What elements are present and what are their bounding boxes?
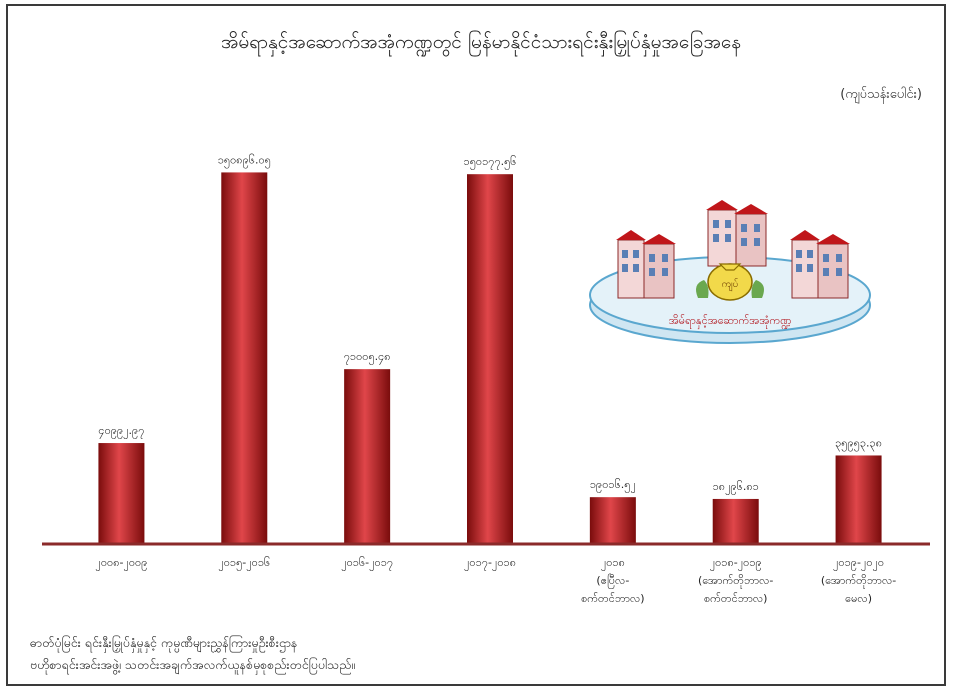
category-label-3-1: ၂၀၁၆-၂၀၁၇ xyxy=(341,556,393,571)
category-label-1-1: ၂၀၀၈-၂၀၀၉ xyxy=(95,556,147,571)
bar-4 xyxy=(467,174,513,545)
value-label-4: ၁၅၀၁၇၇.၅၆ xyxy=(464,155,517,170)
bar-5 xyxy=(589,497,636,544)
category-label-5-1: ၂၀၁၈ xyxy=(601,556,625,571)
category-label-5-3: စက်တင်ဘာလ) xyxy=(581,592,644,605)
value-label-6: ၁၈၂၉၆.၈၁ xyxy=(713,480,759,495)
bar-2 xyxy=(221,172,268,545)
unit-label: (ကျပ်သန်းပေါင်း) xyxy=(840,87,922,102)
value-label-2: ၁၅၀၈၉၆.၀၅ xyxy=(218,153,271,168)
category-label-6-3: စက်တင်ဘာလ) xyxy=(704,592,767,605)
source-note-line-1: ဓာတ်ပုံမြင်း ရင်းနှီးမြှုပ်နှံမှုနှင့် က… xyxy=(30,635,298,650)
source-note: ဓာတ်ပုံမြင်း ရင်းနှီးမြှုပ်နှံမှုနှင့် က… xyxy=(30,632,355,676)
source-note-line-2: ဗဟိုစာရင်းအင်းအဖွဲ့၊ သတင်းအချက်အလက်ယူနစ်… xyxy=(30,657,356,672)
value-label-7: ၃၅၉၅၃.၃၈ xyxy=(835,436,882,451)
buildings-money-bag-icon: ကျပ် အိမ်ရာနှင့်အဆောက်အအုံကဏ္ဍ xyxy=(589,200,871,344)
category-label-7-2: (အောက်တိုဘာလ- xyxy=(821,574,896,589)
category-label-5-2: (ဧပြီလ- xyxy=(596,574,629,589)
illustration-label: အိမ်ရာနှင့်အဆောက်အအုံကဏ္ဍ xyxy=(669,314,792,329)
category-label-2-1: ၂၀၁၅-၂၀၁၆ xyxy=(218,556,270,571)
value-label-1: ၄၀၉၉၂.၉၇ xyxy=(98,424,144,439)
bar-7 xyxy=(835,455,882,544)
chart-title: အိမ်ရာနှင့်အဆောက်အအုံကဏ္ဍတွင် မြန်မာနိုင… xyxy=(220,31,742,53)
category-label-6-1: ၂၀၁၈-၂၀၁၉ xyxy=(710,556,762,571)
bar-1 xyxy=(98,443,145,544)
money-bag-label: ကျပ် xyxy=(722,277,739,292)
category-label-7-3: မေလ) xyxy=(845,592,872,605)
category-label-4-1: ၂၀၁၇-၂၀၁၈ xyxy=(464,556,516,571)
value-label-3: ၇၁၀၀၅.၄၈ xyxy=(344,350,391,365)
bar-3 xyxy=(344,369,391,544)
bar-6 xyxy=(712,498,759,544)
value-label-5: ၁၉၀၁၆.၅၂ xyxy=(590,478,636,493)
category-label-7-1: ၂၀၁၉-၂၀၂၀ xyxy=(833,556,884,571)
category-label-6-2: (အောက်တိုဘာလ- xyxy=(698,574,773,589)
